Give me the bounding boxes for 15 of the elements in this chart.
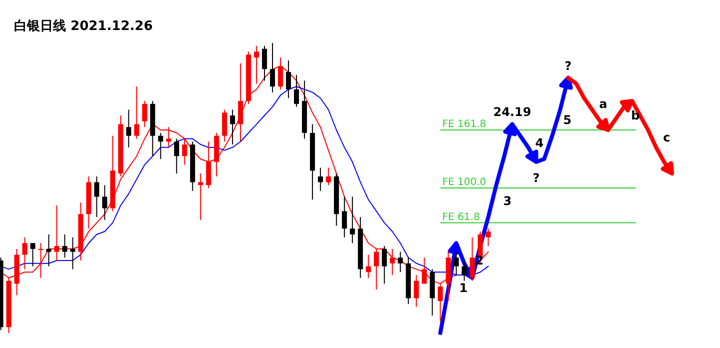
annotation: 4: [535, 136, 544, 150]
ref-line-label: FE 61.8: [442, 212, 480, 223]
annotation: a: [599, 96, 608, 111]
ref-line-label: FE 100.0: [442, 177, 486, 188]
annotation: 2: [475, 254, 484, 268]
annotation: 24.19: [493, 105, 532, 120]
annotation: c: [663, 130, 670, 144]
annotation: 5: [563, 112, 572, 127]
annotation: ?: [564, 58, 572, 73]
chart-title: 白银日线 2021.12.26: [14, 19, 153, 34]
ref-line-label: FE 161.8: [442, 119, 486, 130]
annotation: ?: [532, 170, 540, 185]
annotation: 1: [459, 281, 468, 296]
annotation: 3: [503, 194, 512, 208]
annotation: b: [631, 108, 640, 122]
